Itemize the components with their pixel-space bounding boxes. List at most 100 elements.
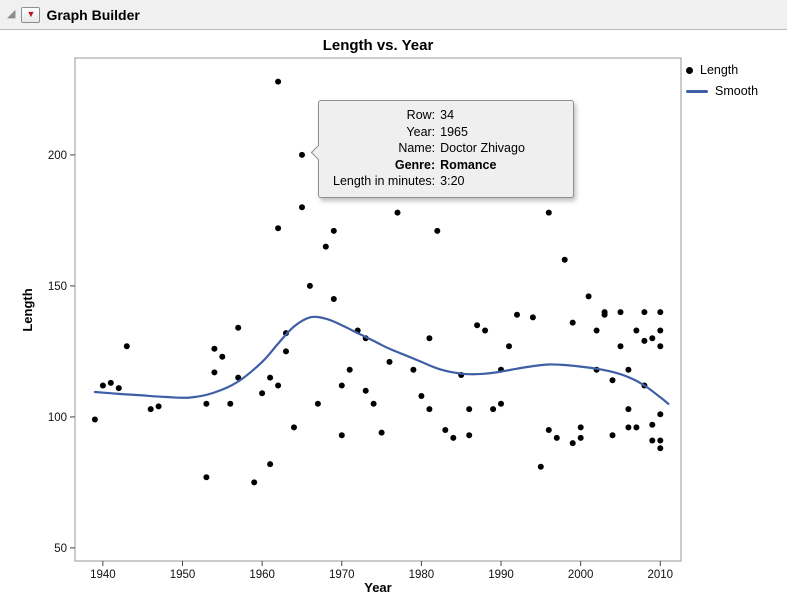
tooltip-field-value: Romance bbox=[440, 157, 497, 172]
data-point[interactable] bbox=[633, 327, 640, 334]
data-point[interactable] bbox=[545, 209, 552, 216]
tooltip-field-label: Row: bbox=[406, 108, 436, 122]
data-point[interactable] bbox=[115, 385, 122, 392]
data-point[interactable] bbox=[338, 432, 345, 439]
data-point[interactable] bbox=[322, 243, 329, 250]
data-point[interactable] bbox=[346, 366, 353, 373]
data-point[interactable] bbox=[362, 387, 369, 394]
data-point[interactable] bbox=[641, 309, 648, 316]
data-point[interactable] bbox=[211, 345, 218, 352]
data-point[interactable] bbox=[386, 358, 393, 365]
data-point[interactable] bbox=[267, 461, 274, 468]
data-point[interactable] bbox=[537, 463, 544, 470]
data-point[interactable] bbox=[442, 427, 449, 433]
data-point[interactable] bbox=[450, 434, 457, 441]
data-point[interactable] bbox=[609, 432, 616, 439]
data-point[interactable] bbox=[633, 424, 640, 431]
data-point[interactable] bbox=[514, 311, 520, 318]
data-point[interactable] bbox=[577, 434, 584, 441]
data-point[interactable] bbox=[338, 382, 345, 389]
data-point[interactable] bbox=[601, 311, 608, 318]
data-point[interactable] bbox=[155, 403, 162, 410]
data-point[interactable] bbox=[617, 309, 624, 316]
data-point[interactable] bbox=[203, 474, 210, 481]
data-point[interactable] bbox=[426, 406, 433, 413]
data-point[interactable] bbox=[657, 327, 664, 334]
data-point[interactable] bbox=[378, 429, 385, 436]
data-point[interactable] bbox=[259, 390, 266, 397]
data-point[interactable] bbox=[569, 319, 576, 326]
data-point[interactable] bbox=[593, 327, 600, 334]
data-point[interactable] bbox=[410, 366, 417, 373]
data-point[interactable] bbox=[203, 400, 210, 407]
data-point[interactable] bbox=[299, 151, 305, 158]
data-point[interactable] bbox=[251, 479, 258, 486]
data-point[interactable] bbox=[283, 348, 289, 355]
legend-item-smooth[interactable]: Smooth bbox=[686, 83, 758, 99]
data-point[interactable] bbox=[482, 327, 489, 334]
data-point[interactable] bbox=[561, 256, 568, 263]
legend-label: Length bbox=[700, 63, 739, 77]
red-triangle-icon: ▼ bbox=[26, 9, 36, 19]
data-point[interactable] bbox=[609, 377, 616, 384]
red-triangle-menu-button[interactable]: ▼ bbox=[21, 6, 41, 23]
data-point[interactable] bbox=[275, 225, 282, 232]
data-point[interactable] bbox=[291, 424, 297, 431]
data-point[interactable] bbox=[529, 314, 536, 321]
data-point[interactable] bbox=[490, 406, 497, 413]
data-point[interactable] bbox=[107, 379, 114, 386]
data-point[interactable] bbox=[577, 424, 584, 431]
data-point[interactable] bbox=[657, 445, 664, 452]
data-point[interactable] bbox=[227, 400, 234, 407]
data-point[interactable] bbox=[641, 337, 648, 344]
y-axis-title[interactable]: Length bbox=[20, 288, 35, 332]
data-point[interactable] bbox=[625, 424, 632, 431]
data-point[interactable] bbox=[625, 406, 632, 413]
data-point[interactable] bbox=[649, 335, 656, 342]
data-point[interactable] bbox=[625, 366, 632, 373]
x-axis-title[interactable]: Year bbox=[364, 580, 392, 595]
data-point[interactable] bbox=[147, 406, 154, 413]
data-point[interactable] bbox=[275, 382, 282, 389]
tooltip-field-value: Doctor Zhivago bbox=[440, 141, 525, 155]
data-point[interactable] bbox=[657, 343, 664, 350]
legend-item-length[interactable]: Length bbox=[686, 62, 758, 78]
data-point[interactable] bbox=[267, 374, 274, 381]
data-point[interactable] bbox=[649, 421, 656, 428]
data-point[interactable] bbox=[506, 343, 512, 350]
data-point[interactable] bbox=[466, 432, 473, 439]
data-point[interactable] bbox=[314, 400, 321, 407]
data-point[interactable] bbox=[569, 440, 576, 447]
data-point[interactable] bbox=[219, 353, 226, 360]
data-point[interactable] bbox=[426, 335, 433, 342]
data-point[interactable] bbox=[235, 374, 242, 381]
data-point[interactable] bbox=[617, 343, 624, 350]
data-point[interactable] bbox=[330, 296, 337, 302]
smooth-line[interactable] bbox=[93, 315, 670, 405]
data-point[interactable] bbox=[91, 416, 98, 423]
data-point[interactable] bbox=[330, 227, 337, 234]
data-point[interactable] bbox=[299, 204, 305, 211]
data-point[interactable] bbox=[585, 293, 592, 300]
data-point[interactable] bbox=[99, 382, 106, 389]
data-point[interactable] bbox=[370, 400, 377, 407]
data-point[interactable] bbox=[211, 369, 218, 376]
data-point[interactable] bbox=[418, 393, 425, 399]
data-point[interactable] bbox=[434, 227, 441, 234]
data-point[interactable] bbox=[553, 434, 560, 441]
data-point[interactable] bbox=[545, 427, 552, 433]
data-point[interactable] bbox=[498, 400, 504, 407]
data-point[interactable] bbox=[657, 309, 664, 316]
data-point[interactable] bbox=[657, 411, 664, 418]
disclosure-triangle-icon[interactable]: ◢ bbox=[7, 8, 16, 20]
data-point[interactable] bbox=[123, 343, 130, 350]
data-point[interactable] bbox=[657, 437, 664, 444]
data-point[interactable] bbox=[235, 324, 242, 331]
data-point[interactable] bbox=[466, 406, 473, 413]
data-point[interactable] bbox=[306, 282, 313, 289]
data-point[interactable] bbox=[474, 322, 481, 329]
data-point[interactable] bbox=[394, 209, 401, 216]
data-point[interactable] bbox=[649, 437, 656, 444]
data-point[interactable] bbox=[275, 78, 282, 85]
